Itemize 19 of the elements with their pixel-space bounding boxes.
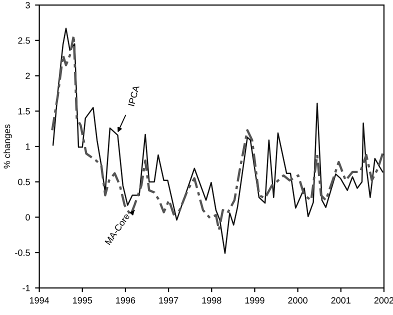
y-axis-title: % changes xyxy=(4,124,12,168)
x-tick-label: 1997 xyxy=(159,297,178,304)
x-tick-label: 1998 xyxy=(202,297,222,304)
y-tick-label: -1 xyxy=(22,284,30,292)
y-tick-label: 1 xyxy=(26,144,30,150)
y-tick-label: 0.5 xyxy=(18,178,30,186)
annotation: IPCA xyxy=(128,85,140,106)
y-tick-label: 0 xyxy=(26,214,30,221)
x-tick-label: 2001 xyxy=(331,297,350,304)
y-tick-label: -0.5 xyxy=(15,250,30,256)
y-tick-label: 3 xyxy=(26,2,30,8)
x-tick-label: 1995 xyxy=(73,297,92,304)
x-tick-label: 1999 xyxy=(245,297,264,304)
x-tick-label: 2000 xyxy=(288,297,308,304)
y-tick-label: 1.5 xyxy=(18,108,30,114)
x-tick-label: 1996 xyxy=(116,297,136,304)
y-tick-label: 2.5 xyxy=(18,37,30,44)
y-tick-label: 2 xyxy=(26,72,30,80)
x-tick-label: 1994 xyxy=(30,297,50,304)
